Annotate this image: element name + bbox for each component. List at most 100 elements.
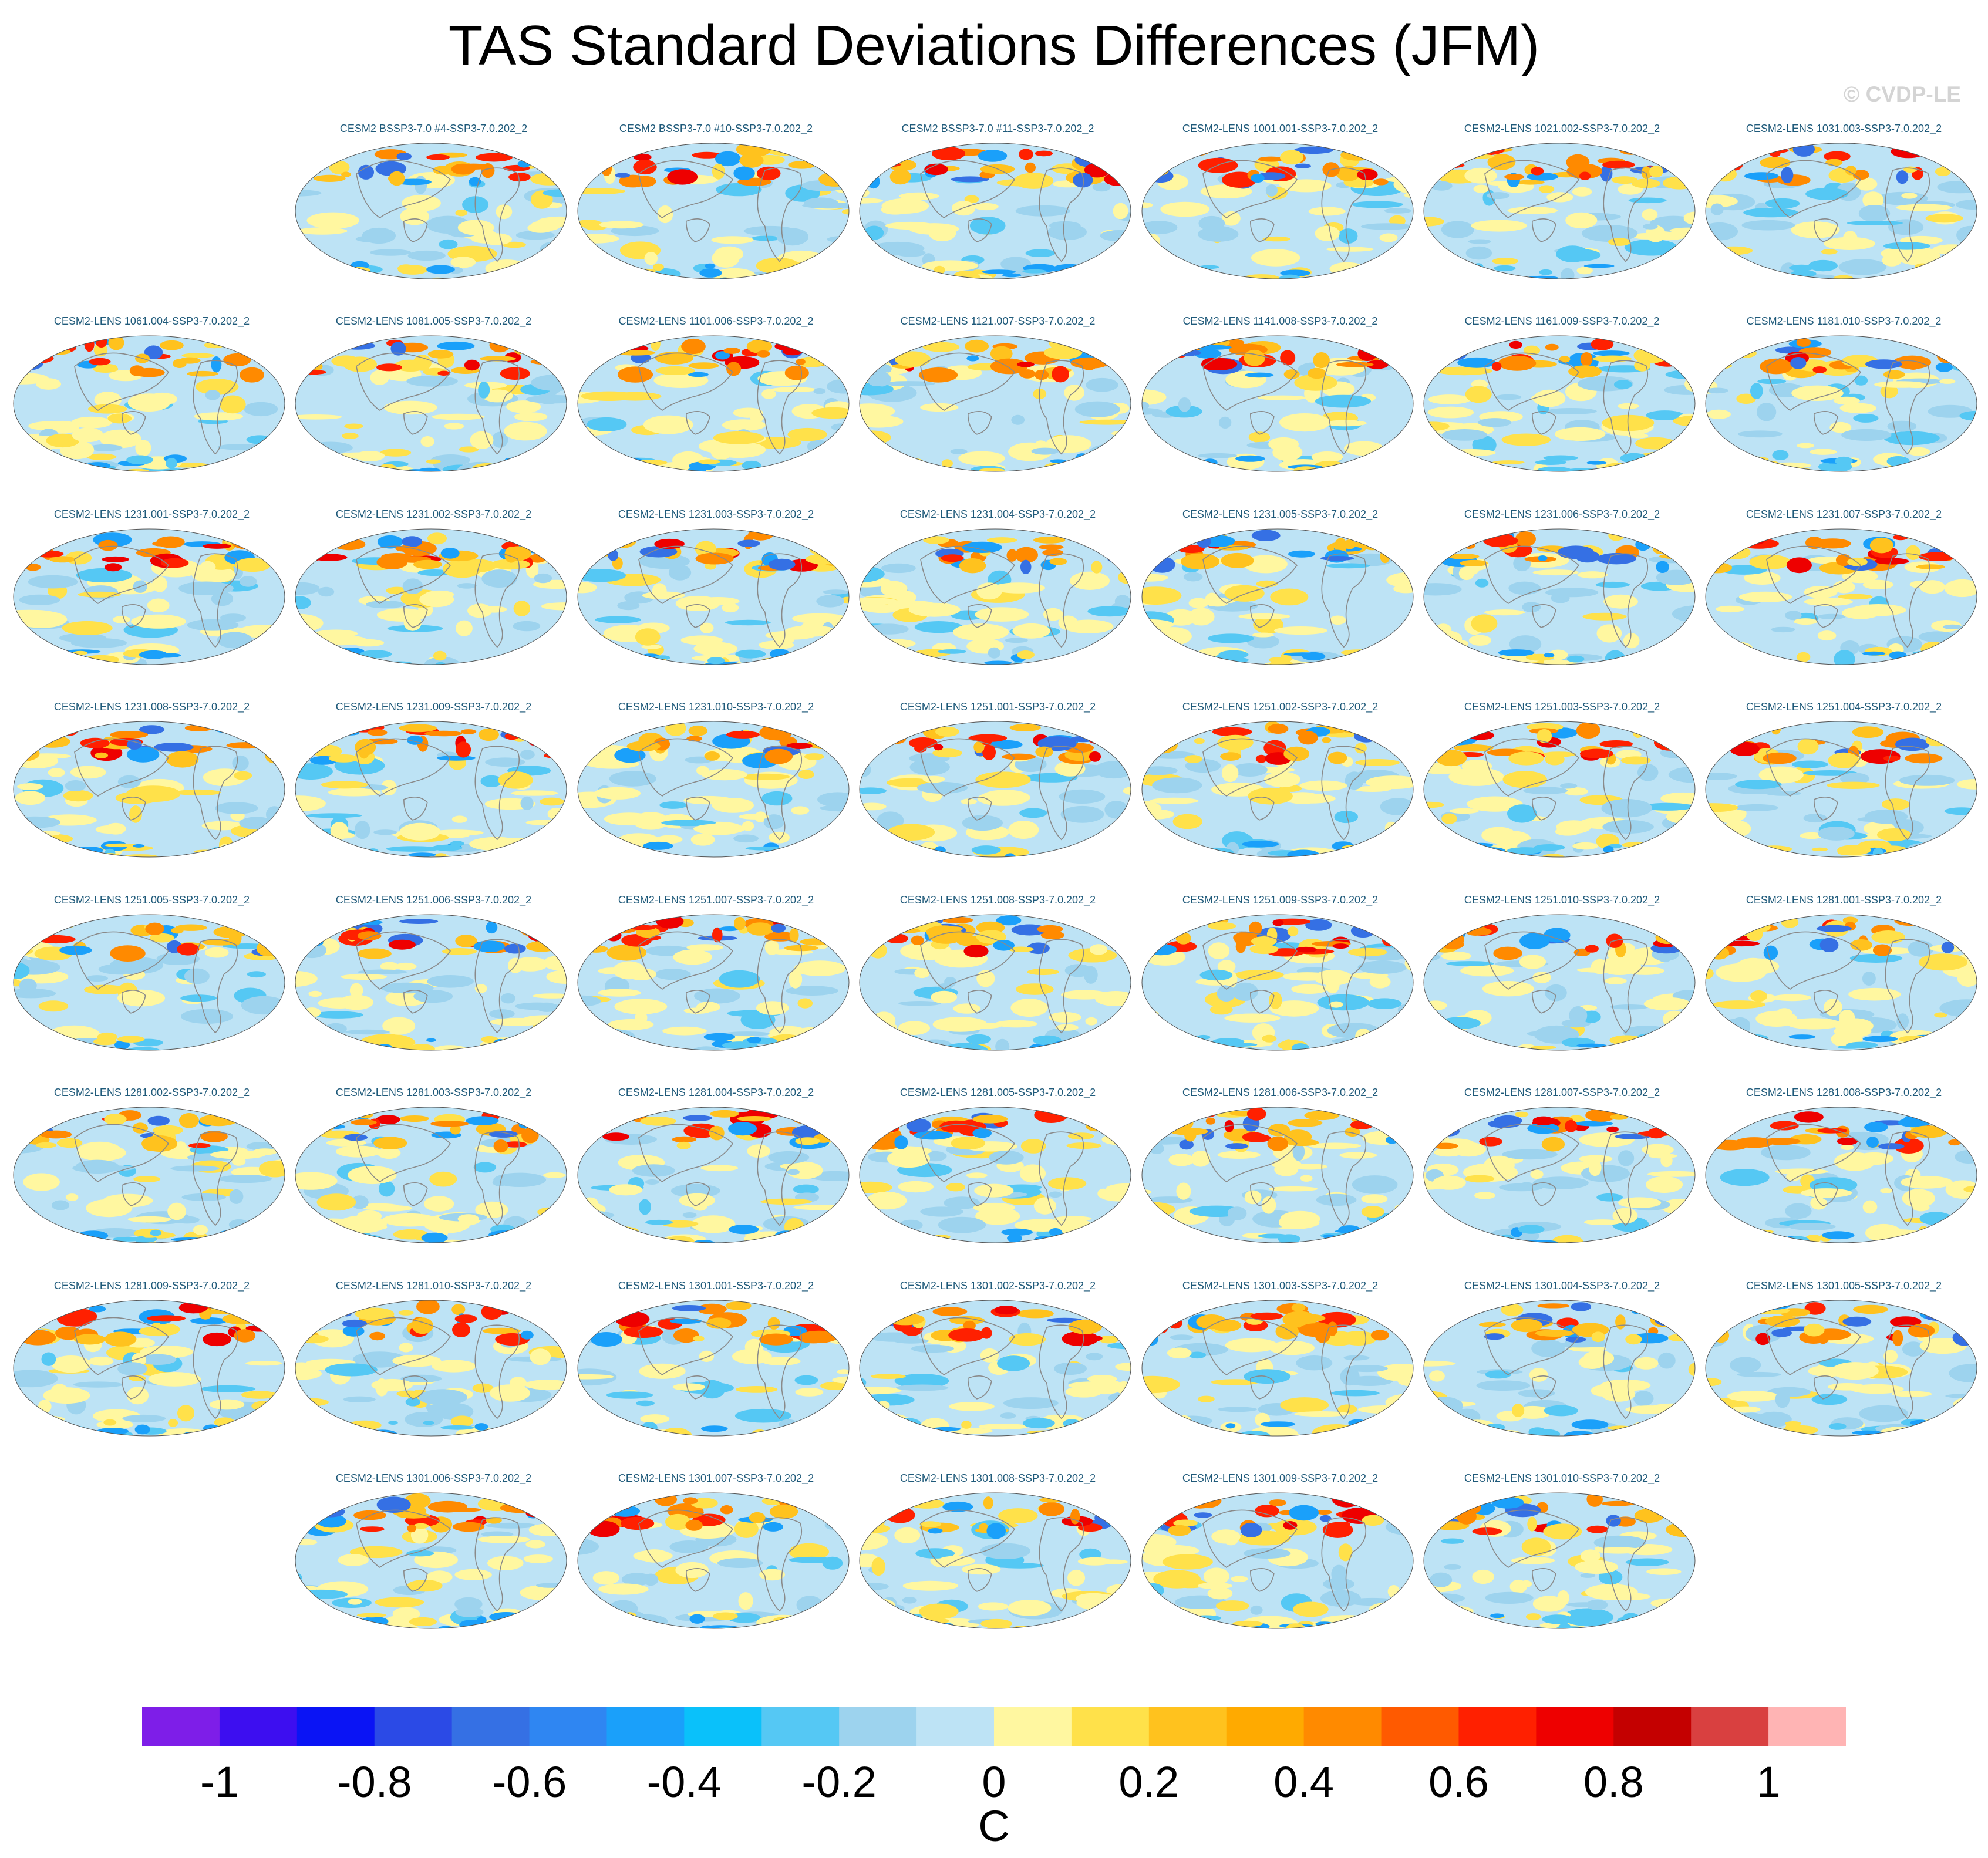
map-border: [295, 1492, 567, 1629]
world-map: [295, 528, 567, 665]
colorbar-swatch: [684, 1707, 762, 1746]
map-border: [859, 914, 1131, 1051]
coastline: [1202, 1124, 1367, 1226]
map-panel: CESM2-LENS 1251.010-SSP3-7.0.202_2: [1421, 893, 1703, 1086]
colorbar-swatch: [1536, 1707, 1614, 1746]
world-map: [1141, 721, 1414, 858]
coastline: [74, 1317, 238, 1419]
map-border: [1141, 1300, 1414, 1437]
panel-title: CESM2-LENS 1301.007-SSP3-7.0.202_2: [618, 1472, 814, 1484]
coastline: [920, 1509, 1084, 1612]
panel-title: CESM2-LENS 1301.010-SSP3-7.0.202_2: [1464, 1472, 1660, 1484]
map-border: [1141, 143, 1414, 279]
map-border: [859, 335, 1131, 472]
coastline: [1202, 1317, 1367, 1419]
world-map: [1705, 914, 1977, 1051]
colorbar-swatch: [451, 1707, 530, 1746]
colorbar-swatch: [1458, 1707, 1537, 1746]
panel-title: CESM2 BSSP3-7.0 #4-SSP3-7.0.202_2: [339, 123, 528, 134]
panel-title: CESM2 BSSP3-7.0 #11-SSP3-7.0.202_2: [901, 123, 1094, 134]
map-border: [577, 914, 850, 1051]
map-border: [1423, 721, 1696, 858]
world-map: [1423, 1107, 1696, 1243]
map-border: [295, 335, 567, 472]
world-map: [577, 1107, 850, 1243]
world-map: [1705, 1300, 1977, 1437]
colorbar-swatch: [1613, 1707, 1692, 1746]
world-map: [859, 528, 1131, 665]
map-border: [13, 1300, 285, 1437]
map-border: [1141, 721, 1414, 858]
coastline: [920, 1317, 1084, 1419]
panel-title: CESM2-LENS 1281.009-SSP3-7.0.202_2: [53, 1280, 250, 1292]
world-map: [577, 143, 850, 279]
map-panel: CESM2-LENS 1251.004-SSP3-7.0.202_2: [1703, 700, 1985, 893]
map-border: [1705, 1300, 1977, 1437]
map-border: [1141, 914, 1414, 1051]
coastline: [638, 545, 803, 648]
colorbar-tick-label: 0: [982, 1758, 1006, 1806]
panel-title: CESM2-LENS 1231.005-SSP3-7.0.202_2: [1182, 508, 1379, 520]
world-map: [13, 914, 285, 1051]
coastline: [356, 1509, 520, 1612]
colorbar-tick-label: 0.4: [1273, 1758, 1335, 1806]
panel-title: CESM2-LENS 1251.002-SSP3-7.0.202_2: [1182, 701, 1379, 713]
world-map: [1705, 528, 1977, 665]
world-map: [1423, 721, 1696, 858]
map-border: [1705, 1107, 1977, 1243]
world-map: [295, 1107, 567, 1243]
coastline: [356, 1317, 520, 1419]
map-panel: CESM2 BSSP3-7.0 #11-SSP3-7.0.202_2: [857, 122, 1139, 315]
world-map: [295, 914, 567, 1051]
map-border: [295, 914, 567, 1051]
panel-title: CESM2-LENS 1301.006-SSP3-7.0.202_2: [335, 1472, 532, 1484]
map-border: [1705, 721, 1977, 858]
map-panel: CESM2-LENS 1231.005-SSP3-7.0.202_2: [1139, 508, 1421, 700]
panel-title: CESM2-LENS 1031.003-SSP3-7.0.202_2: [1746, 123, 1942, 134]
world-map: [859, 721, 1131, 858]
map-panel: CESM2-LENS 1031.003-SSP3-7.0.202_2: [1703, 122, 1985, 315]
panel-title: CESM2-LENS 1101.006-SSP3-7.0.202_2: [618, 315, 814, 327]
panel-title: CESM2-LENS 1281.008-SSP3-7.0.202_2: [1746, 1087, 1942, 1098]
coastline: [356, 545, 520, 648]
map-border: [577, 335, 850, 472]
panel-title: CESM2-LENS 1001.001-SSP3-7.0.202_2: [1182, 123, 1379, 134]
panel-title: CESM2-LENS 1251.004-SSP3-7.0.202_2: [1746, 701, 1942, 713]
map-panel: CESM2-LENS 1301.005-SSP3-7.0.202_2: [1703, 1279, 1985, 1472]
map-panel: CESM2-LENS 1301.003-SSP3-7.0.202_2: [1139, 1279, 1421, 1472]
map-panel: CESM2-LENS 1231.007-SSP3-7.0.202_2: [1703, 508, 1985, 700]
world-map: [859, 143, 1131, 279]
map-border: [1423, 1492, 1696, 1629]
map-panel: CESM2-LENS 1301.009-SSP3-7.0.202_2: [1139, 1472, 1421, 1664]
map-border: [859, 143, 1131, 279]
map-panel: CESM2-LENS 1001.001-SSP3-7.0.202_2: [1139, 122, 1421, 315]
coastline: [1766, 1317, 1930, 1419]
world-map: [577, 528, 850, 665]
colorbar-swatch: [1071, 1707, 1150, 1746]
colorbar-tick-label: 1: [1756, 1758, 1781, 1806]
panel-title: CESM2-LENS 1281.004-SSP3-7.0.202_2: [618, 1087, 814, 1098]
map-border: [295, 1107, 567, 1243]
colorbar-swatch: [296, 1707, 375, 1746]
colorbar-swatch: [606, 1707, 685, 1746]
coastline: [356, 931, 520, 1034]
world-map: [859, 914, 1131, 1051]
map-panel: CESM2-LENS 1301.010-SSP3-7.0.202_2: [1421, 1472, 1703, 1664]
colorbar-swatch: [761, 1707, 840, 1746]
map-border: [1423, 914, 1696, 1051]
panel-title: CESM2-LENS 1251.007-SSP3-7.0.202_2: [618, 894, 814, 906]
panel-title: CESM2-LENS 1021.002-SSP3-7.0.202_2: [1464, 123, 1660, 134]
colorbar-units: C: [978, 1802, 1010, 1850]
coastline: [356, 160, 520, 262]
map-border: [859, 1492, 1131, 1629]
map-panel: CESM2-LENS 1281.007-SSP3-7.0.202_2: [1421, 1086, 1703, 1279]
map-border: [1705, 914, 1977, 1051]
panel-title: CESM2-LENS 1301.001-SSP3-7.0.202_2: [618, 1280, 814, 1292]
map-panel: CESM2-LENS 1181.010-SSP3-7.0.202_2: [1703, 315, 1985, 507]
map-panel: CESM2-LENS 1281.002-SSP3-7.0.202_2: [11, 1086, 293, 1279]
coastline: [1484, 545, 1649, 648]
world-map: [1705, 721, 1977, 858]
coastline: [74, 738, 238, 841]
map-panel: CESM2-LENS 1301.006-SSP3-7.0.202_2: [292, 1472, 575, 1664]
coastline: [1484, 1317, 1649, 1419]
